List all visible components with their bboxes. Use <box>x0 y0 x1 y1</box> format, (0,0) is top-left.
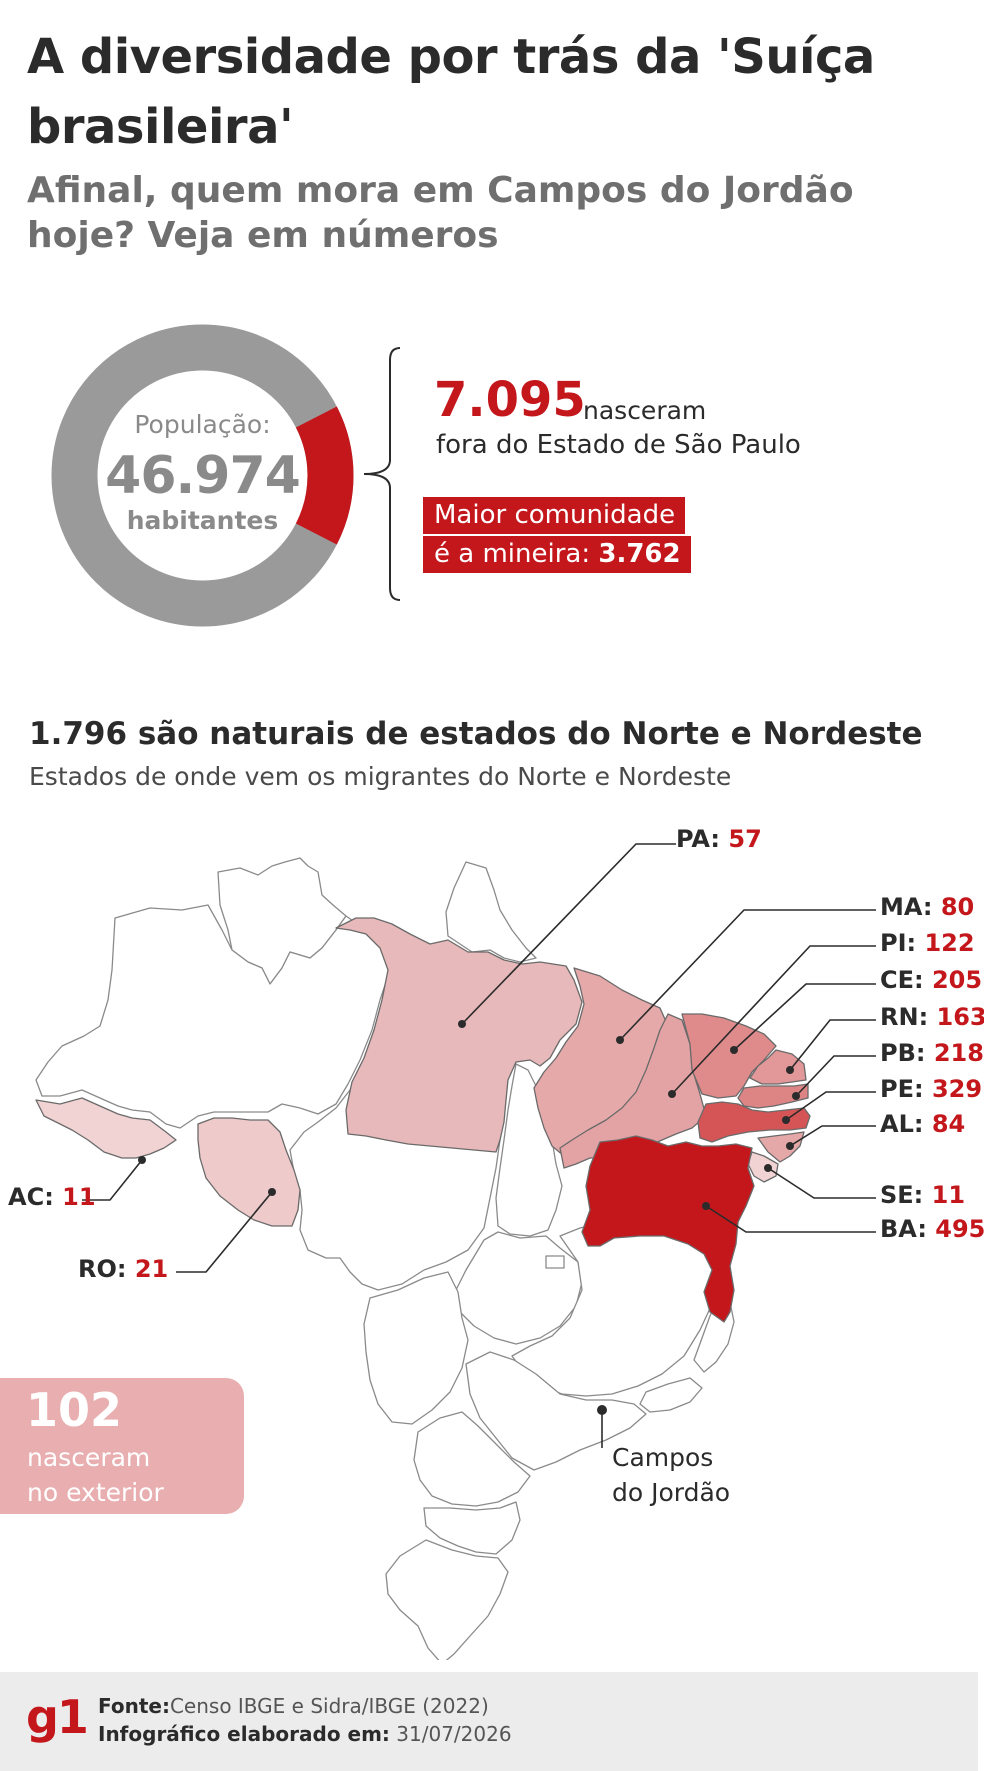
leader-al <box>789 1125 876 1147</box>
label-ma: MA: 80 <box>880 893 975 921</box>
label-al: AL: 84 <box>880 1110 966 1138</box>
state-pr <box>413 1411 531 1507</box>
state-sc <box>423 1501 521 1555</box>
source-label: Fonte: <box>98 1694 170 1718</box>
label-ac: AC: 11 <box>8 1183 96 1211</box>
label-pe: PE: 329 <box>880 1075 983 1103</box>
state-rs <box>385 1539 509 1660</box>
label-se: SE: 11 <box>880 1181 966 1209</box>
label-pb: PB: 218 <box>880 1039 984 1067</box>
community-prefix: é a mineira: <box>434 539 599 569</box>
g1-logo: g1 <box>26 1690 89 1744</box>
page-title: A diversidade por trás da 'Suíça brasile… <box>27 29 875 155</box>
state-ba <box>581 1135 755 1323</box>
foreign-line-1: nasceram <box>27 1443 151 1472</box>
leader-ac <box>82 1159 143 1201</box>
community-line-1: Maior comunidade <box>423 497 686 534</box>
state-pb <box>737 1083 809 1109</box>
label-ba: BA: 495 <box>880 1215 984 1243</box>
state-rn <box>749 1049 807 1085</box>
state-rj <box>639 1377 703 1413</box>
community-value: 3.762 <box>598 539 681 569</box>
page-subtitle: Afinal, quem mora em Campos do Jordão ho… <box>27 170 854 256</box>
population-unit: habitantes <box>126 506 279 535</box>
city-marker <box>597 1405 607 1415</box>
population-label: População: <box>134 410 271 439</box>
state-ap <box>445 861 537 963</box>
leader-ro <box>176 1191 273 1273</box>
brace-divider <box>360 346 430 606</box>
born-outside-number: 7.095 <box>434 372 586 428</box>
leader-pa <box>461 843 676 1025</box>
foreign-line-2: no exterior <box>27 1478 164 1507</box>
label-rn: RN: 163 <box>880 1003 984 1031</box>
population-value: 46.974 <box>105 446 301 506</box>
date-value: 31/07/2026 <box>396 1722 512 1746</box>
leader-ma <box>619 909 876 1041</box>
donut-highlight-slice <box>295 406 354 545</box>
section-subtitle: Estados de onde vem os migrantes do Nort… <box>29 762 732 791</box>
leader-pe <box>785 1091 876 1121</box>
leader-pb <box>795 1055 876 1097</box>
label-ce: CE: 205 <box>880 966 983 994</box>
state-pe <box>697 1101 811 1143</box>
state-ms <box>363 1271 469 1425</box>
born-outside-word: nasceram <box>583 396 707 425</box>
city-line-2: do Jordão <box>612 1478 731 1507</box>
city-line-1: Campos <box>612 1443 714 1472</box>
city-label: Campos do Jordão <box>612 1440 792 1510</box>
label-pa: PA: 57 <box>676 825 762 853</box>
born-outside-description: fora do Estado de São Paulo <box>436 430 801 460</box>
state-al <box>757 1131 805 1163</box>
leader-se <box>767 1167 876 1199</box>
state-df <box>545 1255 565 1269</box>
foreign-born-number: 102 <box>26 1383 123 1437</box>
population-donut <box>50 323 355 628</box>
community-line-2: é a mineira: 3.762 <box>423 536 691 573</box>
foreign-born-text: nasceram no exterior <box>27 1440 237 1510</box>
footer <box>0 1672 978 1771</box>
leader-ce <box>733 983 876 1051</box>
state-ac <box>35 1097 177 1159</box>
state-sp <box>465 1351 647 1471</box>
label-pi: PI: 122 <box>880 929 975 957</box>
brazil-map <box>35 843 876 1660</box>
state-ro <box>197 1117 301 1227</box>
leader-pi <box>671 945 876 1095</box>
section-title: 1.796 são naturais de estados do Norte e… <box>29 716 923 752</box>
leader-ba <box>705 1205 876 1233</box>
largest-community-box: Maior comunidade é a mineira: 3.762 <box>423 497 691 575</box>
state-pa <box>335 917 583 1153</box>
source-value: Censo IBGE e Sidra/IBGE (2022) <box>169 1694 489 1718</box>
label-ro: RO: 21 <box>78 1255 169 1283</box>
date-label: Infográfico elaborado em: <box>98 1722 390 1746</box>
leader-rn <box>789 1019 876 1071</box>
state-am <box>35 904 391 1129</box>
footer-source: Fonte:Censo IBGE e Sidra/IBGE (2022) Inf… <box>98 1692 512 1748</box>
foreign-born-box <box>0 1378 244 1514</box>
state-ce <box>681 1013 777 1099</box>
